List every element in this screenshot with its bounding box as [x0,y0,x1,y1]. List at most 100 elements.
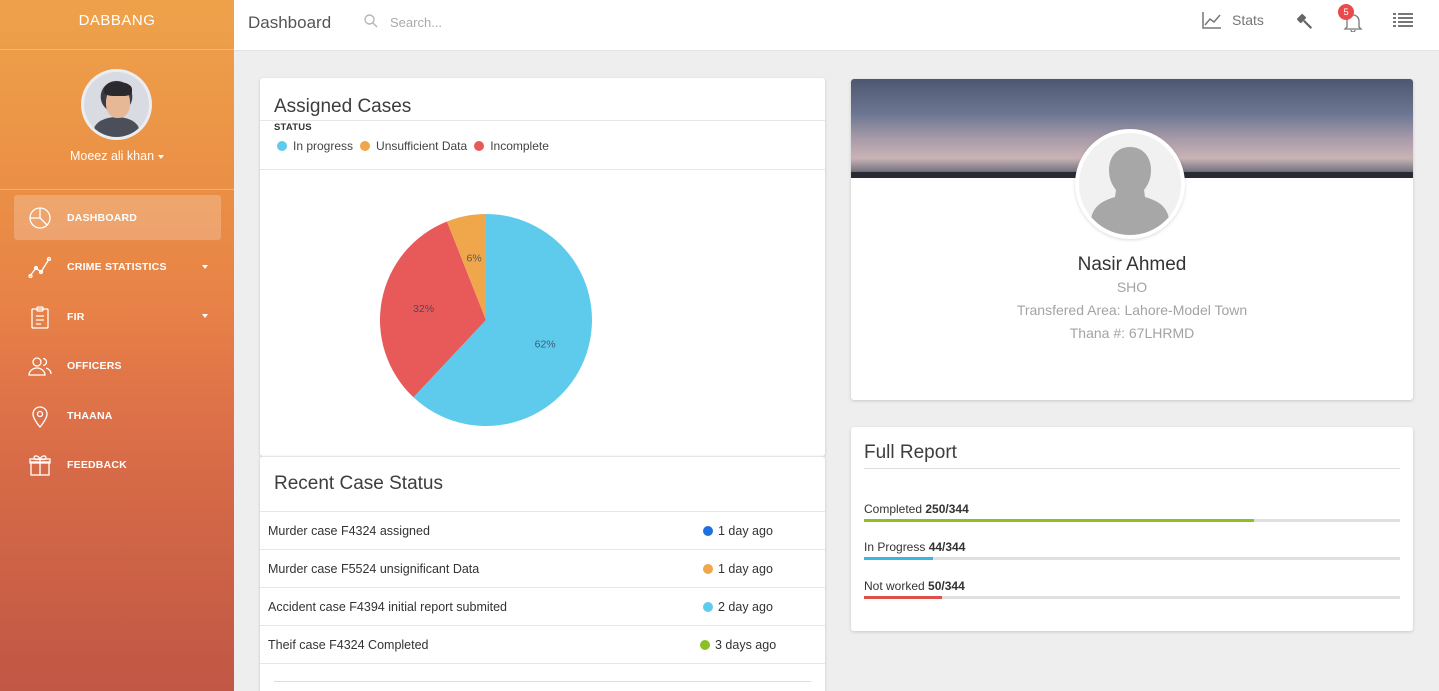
chevron-down-icon [202,264,208,269]
chart-legend: In progress Unsufficient Data Incomplete [277,139,556,153]
officer-profile-card: Nasir Ahmed SHO Transfered Area: Lahore-… [851,79,1413,400]
case-text: Theif case F4324 Completed [268,637,429,652]
progress-not-worked: Not worked 50/344 [864,579,1400,599]
sidebar-item-fir[interactable]: FIR [14,294,221,339]
notification-badge: 5 [1338,4,1354,20]
username-label: Moeez ali khan [69,149,155,163]
divider [260,169,825,170]
assigned-cases-title: Assigned Cases [274,96,412,117]
sidebar-item-label: OFFICERS [67,360,122,372]
gift-icon [28,453,52,477]
progress-track [864,596,1400,599]
divider [260,120,825,121]
progress-completed: Completed 250/344 [864,502,1400,522]
full-report-title: Full Report [864,442,957,463]
status-dot [700,639,710,650]
sidebar-nav: DASHBOARD CRIME STATISTICS FIR OFFICERS [0,190,234,488]
case-text: Murder case F5524 unsignificant Data [268,561,480,576]
legend-item-incomplete: Incomplete [474,139,549,153]
sidebar-item-label: CRIME STATISTICS [67,261,167,273]
chevron-down-icon [202,314,208,318]
pie-label: 6% [466,253,481,265]
pie-slice-in-progress[interactable] [413,214,592,426]
dashboard-pie-icon [28,206,52,230]
status-dot [703,563,713,574]
list-item[interactable]: Accident case F4394 initial report submi… [260,587,825,625]
stats-chart-icon [1202,12,1221,29]
progress-label: Completed 250/344 [864,502,969,516]
pie-slice-unsufficient-data[interactable] [446,214,486,320]
profile-avatar[interactable] [1075,129,1185,239]
sidebar: DABBANG Moeez ali khan DASHBOARD CRIME S… [0,0,234,691]
map-pin-icon [28,404,52,428]
divider [274,681,811,682]
list-item[interactable]: Murder case F4324 assigned 1 day ago [260,511,825,549]
status-dot [703,601,713,612]
assigned-cases-card: Assigned Cases STATUS In progress Unsuff… [260,78,825,456]
menu-list-icon[interactable] [1393,12,1413,33]
user-silhouette-icon [1079,133,1181,235]
recent-case-status-card: Recent Case Status Murder case F4324 ass… [260,456,825,691]
progress-fill [864,596,942,599]
sidebar-item-label: DASHBOARD [67,211,138,224]
users-icon [28,354,52,378]
status-dot [703,525,713,536]
legend-dot [360,141,371,151]
sidebar-item-label: FIR [67,310,85,323]
progress-in-progress: In Progress 44/344 [864,540,1400,560]
list-item[interactable]: Theif case F4324 Completed 3 days ago [260,625,825,663]
sidebar-item-dashboard[interactable]: DASHBOARD [14,195,221,240]
time-label: 1 day ago [718,561,773,576]
stats-button[interactable]: Stats [1202,11,1264,29]
search-icon [364,14,378,33]
sidebar-item-feedback[interactable]: FEEDBACK [14,443,221,488]
top-navbar: Dashboard Stats 5 [234,0,1439,51]
status-label: STATUS [274,122,312,133]
case-text: Accident case F4394 initial report submi… [268,599,508,614]
sidebar-item-label: THAANA [67,409,113,422]
officer-name: Nasir Ahmed [1077,254,1187,275]
legend-dot [474,141,485,151]
list-item[interactable]: Murder case F5524 unsignificant Data 1 d… [260,549,825,587]
case-text: Murder case F4324 assigned [268,523,430,538]
progress-label: In Progress 44/344 [864,540,966,554]
divider [864,468,1400,469]
sidebar-item-crime-statistics[interactable]: CRIME STATISTICS [14,245,221,290]
officer-role: SHO [1116,279,1148,295]
legend-label: Incomplete [490,139,549,153]
search-input[interactable] [390,11,650,33]
progress-fill [864,557,933,560]
legend-label: Unsufficient Data [376,139,468,153]
progress-fill [864,519,1254,522]
case-time: 3 days ago [700,638,776,652]
officer-area: Transfered Area: Lahore-Model Town [1016,302,1248,318]
case-time: 2 day ago [703,600,773,614]
user-panel: Moeez ali khan [0,50,234,190]
sidebar-item-officers[interactable]: OFFICERS [14,344,221,389]
cases-pie-chart: 62% 32% 6% [380,214,592,426]
sidebar-item-label: FEEDBACK [67,459,127,471]
progress-label: Not worked 50/344 [864,579,965,593]
sidebar-item-thaana[interactable]: THAANA [14,393,221,438]
pie-label: 32% [413,303,434,315]
officer-thana: Thana #: 67LHRMD [1069,325,1195,341]
progress-track [864,519,1400,522]
brand-logo[interactable]: DABBANG [0,0,234,50]
case-time: 1 day ago [703,524,773,538]
avatar[interactable] [81,69,152,140]
time-label: 2 day ago [718,599,773,614]
pie-slice-incomplete[interactable] [380,221,486,398]
page-title: Dashboard [248,13,332,32]
recent-status-title: Recent Case Status [274,473,443,494]
case-time: 1 day ago [703,562,773,576]
time-label: 1 day ago [718,523,773,538]
progress-track [864,557,1400,560]
user-menu-toggle[interactable]: Moeez ali khan [0,149,234,163]
time-label: 3 days ago [715,637,777,652]
caret-down-icon [158,154,165,159]
divider [260,663,825,664]
stats-label: Stats [1232,12,1264,28]
pie-label: 62% [535,338,556,350]
legend-label: In progress [293,139,354,153]
gavel-icon[interactable] [1295,12,1315,37]
